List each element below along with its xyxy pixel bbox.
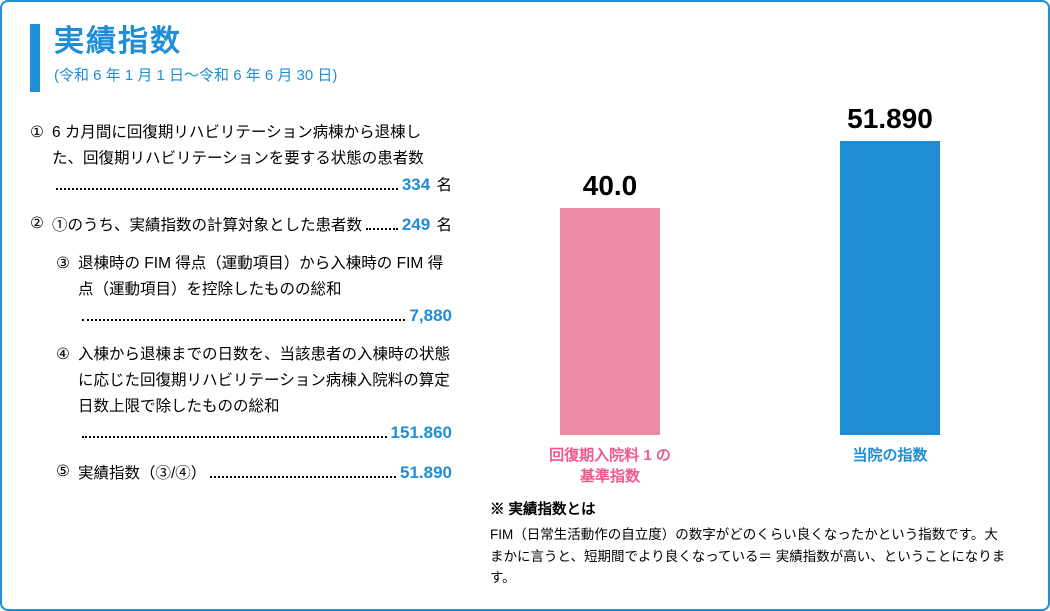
title-block: 実績指数 (令和 6 年 1 月 1 日～令和 6 年 6 月 30 日) — [30, 24, 452, 92]
report-frame: 実績指数 (令和 6 年 1 月 1 日～令和 6 年 6 月 30 日) ①6… — [0, 0, 1050, 611]
items-list: ①6 カ月間に回復期リハビリテーション病棟から退棟した、回復期リハビリテーション… — [30, 120, 452, 487]
page-title: 実績指数 — [54, 24, 337, 60]
dotted-leader — [210, 463, 396, 479]
item-unit: 名 — [432, 173, 452, 199]
bar-value-label: 40.0 — [583, 170, 638, 202]
item-body: ①のうち、実績指数の計算対象とした患者数 249 名 — [52, 211, 452, 239]
item-body: 退棟時の FIM 得点（運動項目）から入棟時の FIM 得点（運動項目）を控除し… — [78, 251, 452, 330]
list-item: ①6 カ月間に回復期リハビリテーション病棟から退棟した、回復期リハビリテーション… — [30, 120, 452, 199]
page-subtitle: (令和 6 年 1 月 1 日～令和 6 年 6 月 30 日) — [54, 64, 337, 85]
bar-group: 51.890 当院の指数 — [800, 103, 980, 487]
item-value: 7,880 — [409, 302, 452, 330]
item-body: 実績指数（③/④） 51.890 — [78, 459, 452, 487]
bar-group: 40.0 回復期入院料 1 の基準指数 — [520, 170, 700, 487]
item-body: 6 カ月間に回復期リハビリテーション病棟から退棟した、回復期リハビリテーションを… — [52, 120, 452, 199]
item-text: ①のうち、実績指数の計算対象とした患者数 — [52, 213, 362, 239]
list-item: ③退棟時の FIM 得点（運動項目）から入棟時の FIM 得点（運動項目）を控除… — [56, 251, 452, 330]
item-number: ① — [30, 120, 52, 146]
left-column: 実績指数 (令和 6 年 1 月 1 日～令和 6 年 6 月 30 日) ①6… — [30, 24, 470, 589]
chart-bar — [560, 208, 660, 435]
item-number: ② — [30, 211, 52, 237]
note-title: ※ 実績指数とは — [490, 499, 1010, 522]
item-unit: 名 — [432, 213, 452, 239]
item-number: ③ — [56, 251, 78, 277]
chart-bar — [840, 141, 940, 435]
item-value: 334 — [402, 171, 430, 199]
item-text: 退棟時の FIM 得点（運動項目）から入棟時の FIM 得点（運動項目）を控除し… — [78, 251, 452, 302]
bar-chart: 40.0 回復期入院料 1 の基準指数 51.890 当院の指数 — [480, 24, 1020, 499]
dotted-leader — [366, 215, 398, 231]
bar-category-label: 回復期入院料 1 の基準指数 — [549, 445, 671, 487]
title-text-group: 実績指数 (令和 6 年 1 月 1 日～令和 6 年 6 月 30 日) — [54, 24, 337, 85]
bar-category-label: 当院の指数 — [852, 445, 927, 487]
item-number: ⑤ — [56, 459, 78, 485]
item-value: 51.890 — [400, 459, 452, 487]
note-body: FIM（日常生活動作の自立度）の数字がどのくらい良くなったかという指数です。大ま… — [490, 524, 1010, 589]
item-body: 入棟から退棟までの日数を、当該患者の入棟時の状態に応じた回復期リハビリテーション… — [78, 342, 452, 447]
item-value: 249 — [402, 211, 430, 239]
item-number: ④ — [56, 342, 78, 368]
note-block: ※ 実績指数とは FIM（日常生活動作の自立度）の数字がどのくらい良くなったかと… — [480, 499, 1020, 589]
item-value: 151.860 — [391, 419, 452, 447]
dotted-leader — [82, 423, 387, 439]
list-item: ④入棟から退棟までの日数を、当該患者の入棟時の状態に応じた回復期リハビリテーショ… — [56, 342, 452, 447]
list-item: ⑤実績指数（③/④） 51.890 — [56, 459, 452, 487]
item-text: 入棟から退棟までの日数を、当該患者の入棟時の状態に応じた回復期リハビリテーション… — [78, 342, 452, 419]
dotted-leader — [82, 306, 405, 322]
title-accent-bar — [30, 24, 40, 92]
bar-value-label: 51.890 — [847, 103, 933, 135]
dotted-leader — [56, 175, 398, 191]
item-text: 6 カ月間に回復期リハビリテーション病棟から退棟した、回復期リハビリテーションを… — [52, 120, 452, 171]
list-item: ②①のうち、実績指数の計算対象とした患者数 249 名 — [30, 211, 452, 239]
item-text: 実績指数（③/④） — [78, 461, 206, 487]
right-column: 40.0 回復期入院料 1 の基準指数 51.890 当院の指数 ※ 実績指数とは F… — [470, 24, 1020, 589]
